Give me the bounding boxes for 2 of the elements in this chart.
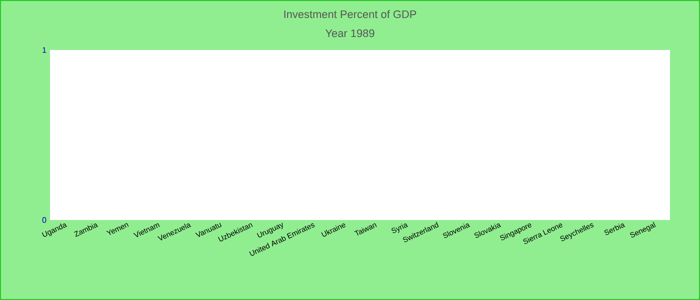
chart-subtitle: Year 1989 (325, 29, 374, 38)
chart-title: Investment Percent of GDP (284, 10, 416, 18)
